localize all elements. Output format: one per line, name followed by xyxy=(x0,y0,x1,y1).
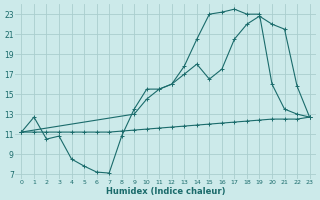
X-axis label: Humidex (Indice chaleur): Humidex (Indice chaleur) xyxy=(106,187,225,196)
